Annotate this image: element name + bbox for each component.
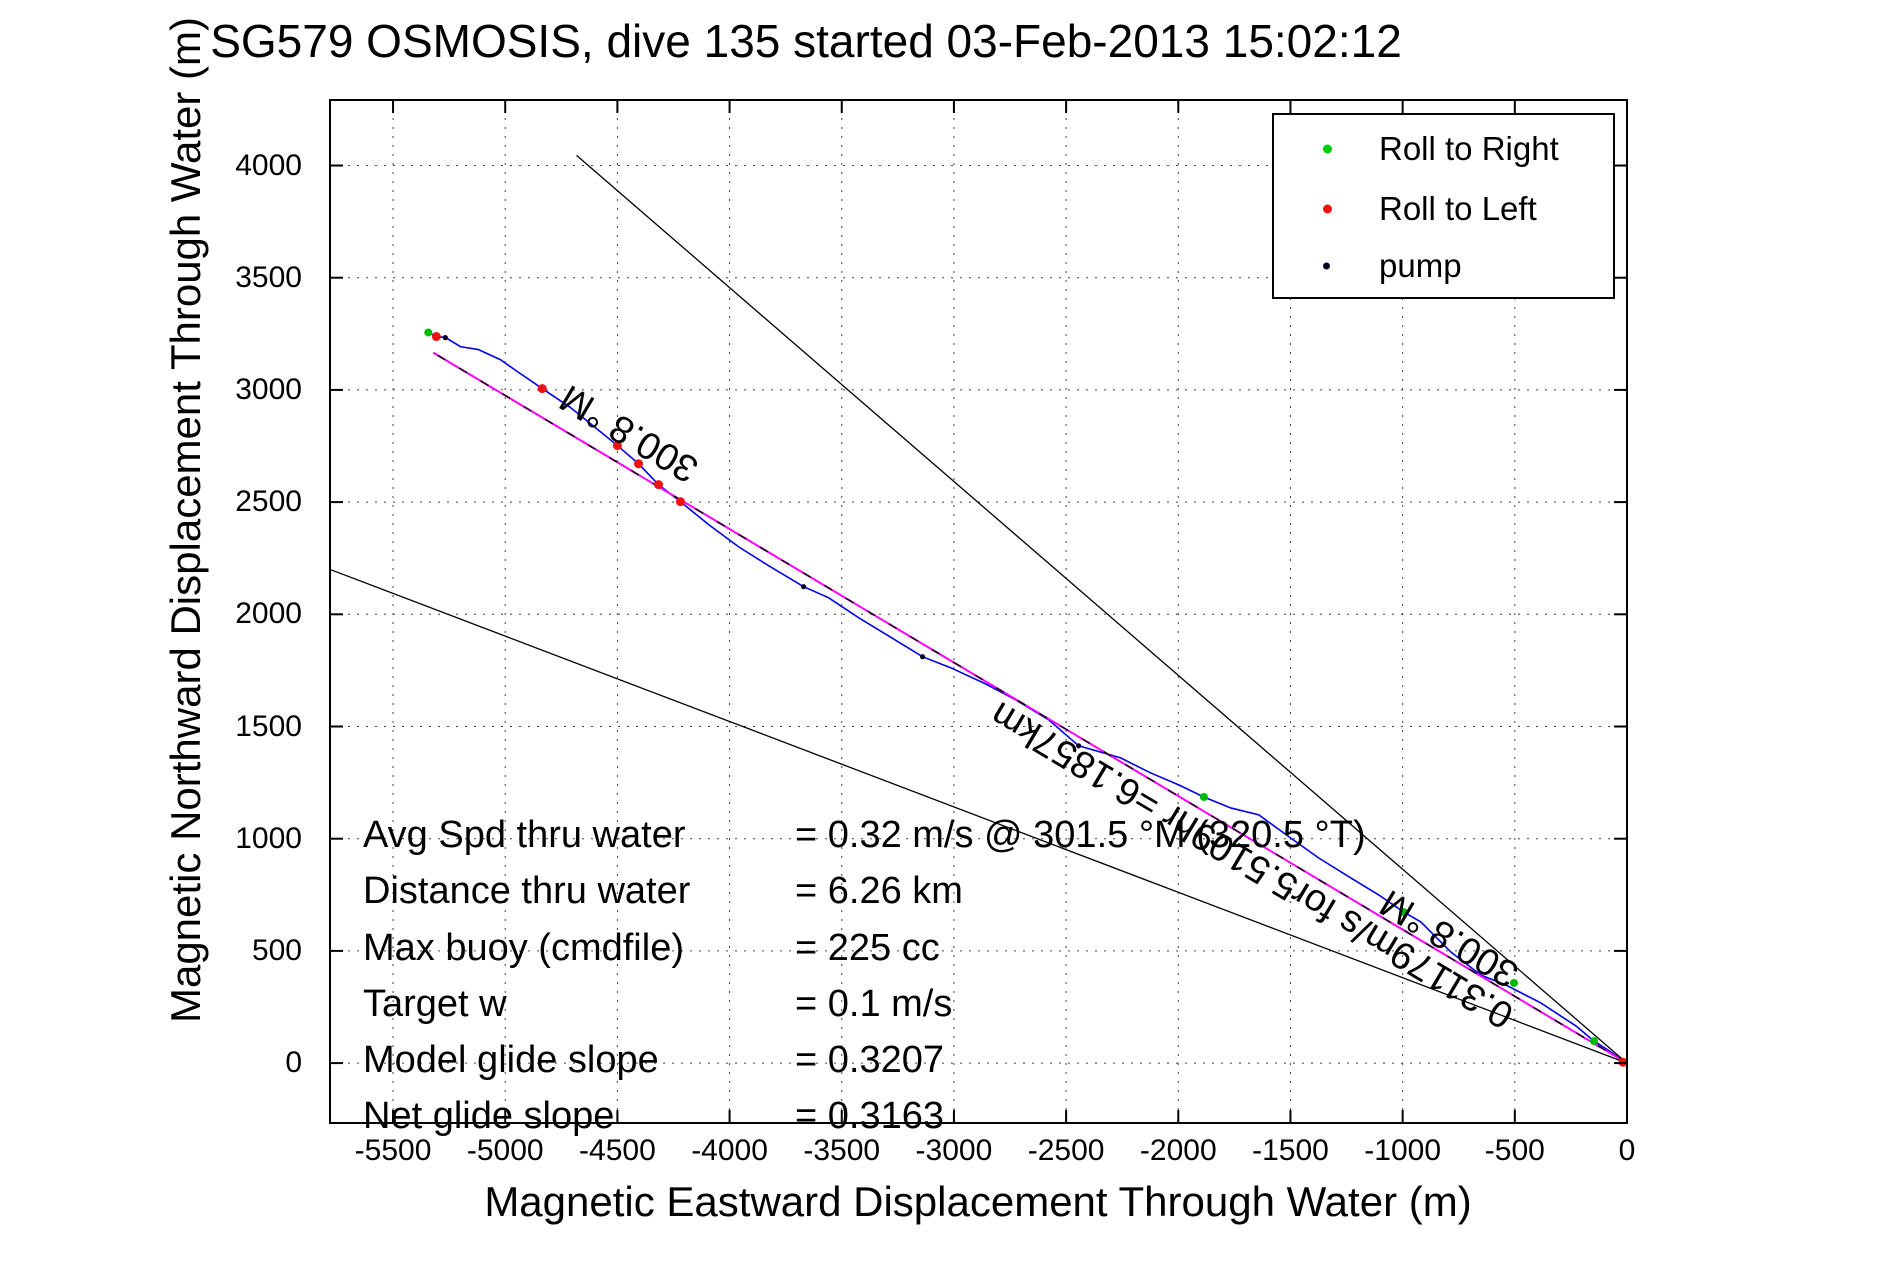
x-tick-label: -1000 bbox=[1364, 1134, 1442, 1167]
x-tick-label: -4500 bbox=[579, 1134, 656, 1167]
track-through-water bbox=[427, 331, 1627, 1064]
legend-item: pump bbox=[1274, 246, 1613, 286]
stat-label: Model glide slope bbox=[363, 1039, 659, 1081]
y-tick-label: 3000 bbox=[235, 372, 302, 406]
y-tick-label: 2500 bbox=[235, 485, 302, 519]
bearing-fan-lower bbox=[329, 568, 1628, 1064]
legend-label: pump bbox=[1379, 247, 1462, 284]
roll-to-left-marker bbox=[633, 459, 643, 469]
stat-label: Distance thru water bbox=[363, 870, 691, 912]
legend-marker-dot bbox=[1323, 144, 1332, 154]
stat-value: = 6.26 km bbox=[795, 870, 963, 912]
roll-to-right-marker bbox=[1590, 1037, 1599, 1046]
y-tick-label: 2000 bbox=[235, 597, 302, 631]
pump-marker bbox=[801, 584, 807, 590]
y-tick-label: 0 bbox=[285, 1046, 302, 1080]
x-tick-label: -500 bbox=[1484, 1134, 1545, 1167]
y-tick-label: 1000 bbox=[235, 821, 302, 855]
roll-to-left-marker bbox=[431, 332, 441, 342]
stat-value: = 0.3163 bbox=[795, 1095, 944, 1137]
roll-to-right-marker bbox=[1399, 908, 1408, 917]
y-tick-label: 1500 bbox=[235, 709, 302, 743]
legend-label: Roll to Right bbox=[1379, 130, 1559, 167]
stat-label: Net glide slope bbox=[363, 1095, 615, 1137]
roll-to-right-marker bbox=[424, 328, 433, 337]
bearing-fan-upper bbox=[576, 154, 1628, 1064]
legend-item: Roll to Right bbox=[1274, 129, 1613, 169]
stat-value: = 0.32 m/s @ 301.5 °M (320.5 °T) bbox=[795, 814, 1366, 856]
x-tick-label: 0 bbox=[1618, 1134, 1636, 1167]
roll-to-left-marker bbox=[612, 441, 622, 451]
track-annotation-0: 300.8 °M bbox=[553, 376, 706, 490]
pump-marker bbox=[1076, 743, 1082, 749]
x-tick-label: -5500 bbox=[354, 1134, 432, 1167]
roll-to-right-marker bbox=[1509, 978, 1518, 987]
stat-value: = 0.1 m/s bbox=[795, 983, 953, 1025]
roll-to-left-marker bbox=[537, 384, 547, 394]
pump-marker bbox=[919, 654, 926, 660]
legend-item: Roll to Left bbox=[1274, 189, 1613, 229]
roll-to-left-marker bbox=[675, 497, 685, 507]
x-tick-label: -2500 bbox=[1027, 1134, 1105, 1167]
pump-marker bbox=[442, 335, 448, 341]
track-annotation-2: 0.31179m/s for5.5109hr =6.1857km bbox=[983, 693, 1520, 1036]
stat-label: Max buoy (cmdfile) bbox=[363, 927, 684, 969]
legend-marker-dot bbox=[1323, 262, 1330, 270]
x-tick-label: -3500 bbox=[803, 1134, 881, 1167]
x-tick-label: -5000 bbox=[466, 1134, 544, 1167]
y-tick-label: 500 bbox=[251, 933, 302, 967]
stat-label: Target w bbox=[363, 983, 507, 1025]
plot-title: SG579 OSMOSIS, dive 135 started 03-Feb-2… bbox=[210, 15, 1402, 67]
x-tick-label: -2000 bbox=[1139, 1134, 1217, 1167]
stat-label: Avg Spd thru water bbox=[363, 814, 686, 856]
legend-marker-dot bbox=[1323, 204, 1332, 214]
legend-box: Roll to Right Roll to Left pump bbox=[1272, 113, 1615, 299]
roll-to-right-marker bbox=[1199, 792, 1208, 801]
stat-value: = 225 cc bbox=[795, 927, 940, 969]
axes-box bbox=[329, 99, 1628, 1124]
roll-to-left-marker bbox=[653, 480, 663, 490]
x-tick-label: -3000 bbox=[915, 1134, 993, 1167]
y-tick-label: 3500 bbox=[235, 260, 302, 294]
stat-value: = 0.3207 bbox=[795, 1039, 944, 1081]
y-tick-label: 4000 bbox=[235, 148, 302, 182]
desired-course-300.8M-dashes bbox=[432, 352, 1628, 1064]
legend-label: Roll to Left bbox=[1379, 190, 1537, 227]
x-tick-label: -1500 bbox=[1252, 1134, 1329, 1167]
x-axis-label: Magnetic Eastward Displacement Through W… bbox=[484, 1178, 1472, 1225]
x-tick-label: -4000 bbox=[691, 1134, 768, 1167]
